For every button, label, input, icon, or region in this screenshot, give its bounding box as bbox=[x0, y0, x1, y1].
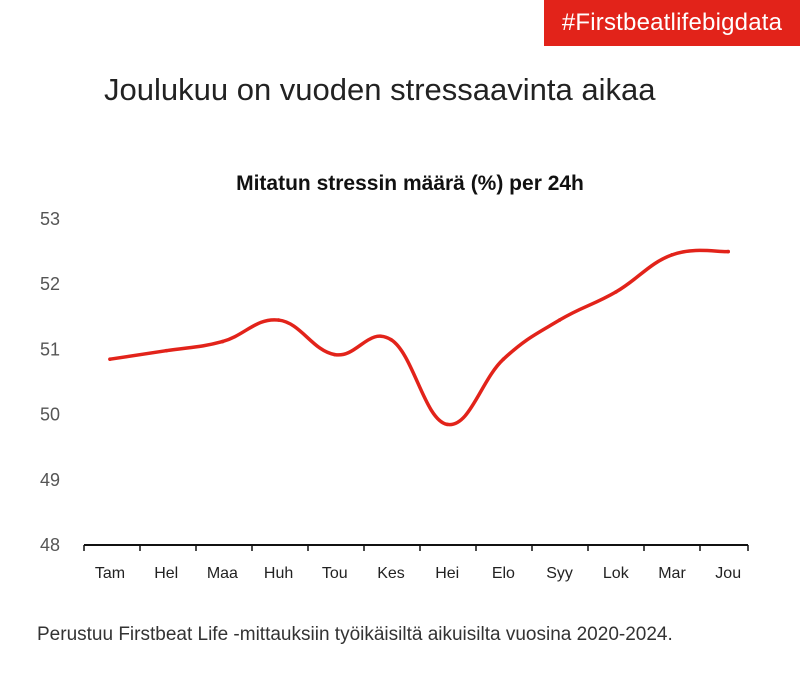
x-tick-label: Lok bbox=[603, 565, 630, 582]
data-point bbox=[614, 290, 618, 294]
y-tick-label: 51 bbox=[40, 339, 60, 359]
x-tick-label: Elo bbox=[492, 565, 515, 582]
data-point bbox=[108, 357, 112, 361]
y-tick-label: 50 bbox=[40, 405, 60, 425]
data-point bbox=[557, 318, 562, 322]
x-axis-ticks: Tam Hel Maa Huh Tou Kes Hei Elo Syy Lok Mar Jou bbox=[95, 565, 741, 582]
x-tick-label: Hel bbox=[154, 565, 178, 582]
data-point bbox=[164, 348, 168, 353]
data-point bbox=[726, 249, 730, 254]
series-layer bbox=[108, 248, 730, 427]
y-tick-label: 49 bbox=[40, 470, 60, 490]
x-tick-label: Maa bbox=[207, 565, 238, 582]
x-tick-label: Kes bbox=[377, 565, 405, 582]
x-axis bbox=[83, 544, 749, 551]
data-point bbox=[220, 339, 225, 344]
chart-title: Mitatun stressin määrä (%) per 24h bbox=[236, 172, 584, 195]
data-point bbox=[670, 253, 674, 257]
data-point bbox=[445, 422, 450, 427]
data-point bbox=[276, 318, 281, 322]
page-title: Joulukuu on vuoden stressaavinta aikaa bbox=[104, 72, 656, 107]
x-tick-label: Huh bbox=[264, 565, 293, 582]
data-point bbox=[333, 352, 337, 357]
x-tick-label: Jou bbox=[715, 565, 741, 582]
x-tick-label: Syy bbox=[546, 565, 573, 582]
data-point bbox=[389, 337, 393, 342]
y-tick-label: 53 bbox=[40, 209, 60, 229]
hashtag-banner: #Firstbeatlifebigdata bbox=[544, 0, 800, 46]
y-tick-label: 52 bbox=[40, 274, 60, 294]
series-line bbox=[108, 248, 730, 427]
data-point bbox=[501, 357, 506, 361]
y-axis-ticks: 48 49 50 51 52 53 bbox=[40, 209, 60, 555]
footnote: Perustuu Firstbeat Life -mittauksiin työ… bbox=[37, 624, 673, 645]
x-tick-label: Tam bbox=[95, 565, 125, 582]
x-tick-label: Mar bbox=[658, 565, 686, 582]
y-tick-label: 48 bbox=[40, 535, 60, 555]
x-tick-label: Tou bbox=[322, 565, 348, 582]
x-tick-label: Hei bbox=[435, 565, 459, 582]
